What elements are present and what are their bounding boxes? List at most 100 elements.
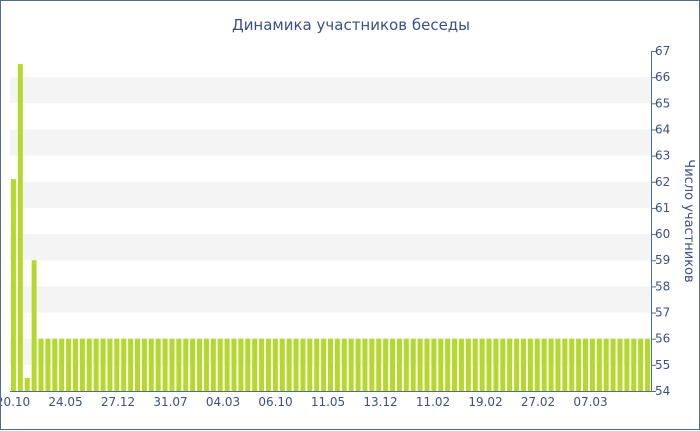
bar [438,338,444,391]
bar [190,338,196,391]
bar [328,338,333,391]
bar [465,338,471,391]
grid-band [10,286,651,313]
grid-bands [10,77,651,365]
bar [472,338,478,391]
bar [589,338,595,391]
grid-band [10,129,651,156]
y-tick-label: 62 [655,175,670,189]
x-tick-label: 31.07 [153,395,187,409]
bar [521,338,526,391]
bar [252,338,258,391]
x-tick-label: 27.02 [521,395,555,409]
bar [355,338,361,391]
bar [73,338,78,391]
bar [403,338,409,391]
bar [17,64,23,391]
bar [293,338,299,391]
bar [445,338,451,391]
bar [452,338,458,391]
bar [458,338,464,391]
y-tick-label: 65 [655,96,670,110]
bar [314,338,320,391]
y-axis-label: Число участников [681,159,696,282]
bar [155,338,161,391]
bar [596,338,602,391]
bar [603,338,609,391]
bar [300,338,306,391]
bar [162,338,168,391]
x-tick-label: 27.12 [101,395,135,409]
bar [59,338,65,391]
bar [645,338,651,391]
bar [638,338,644,391]
bar [86,338,92,391]
bar [410,338,416,391]
bar [507,338,513,391]
bar [231,338,237,391]
bar [369,338,375,391]
bar [169,338,175,391]
bar [348,338,354,391]
bar [493,338,499,391]
y-tick-label: 67 [655,44,670,58]
bar [548,338,554,391]
bar [527,338,533,391]
bar [238,338,244,391]
grid-band [10,234,651,261]
bar [224,338,230,391]
bar [100,338,106,391]
x-tick-label: 20.10 [1,395,30,409]
y-tick-label: 60 [655,227,670,241]
bar [38,338,44,391]
bars [10,64,651,391]
y-tick-label: 63 [655,149,670,163]
bar [390,338,396,391]
bar [631,338,637,391]
chart-title: Динамика участников беседы [232,16,470,34]
x-ticks: 20.10 24.05 27.12 31.07 04.03 06.10 11.05 13.12… [1,395,608,409]
y-tick-label: 55 [655,358,670,372]
bar [514,338,520,391]
bar [245,338,251,391]
bar [341,338,347,391]
bar [79,338,85,391]
bar [217,338,223,391]
x-tick-label: 04.03 [206,395,240,409]
bar [259,338,265,391]
bar [376,338,382,391]
grid-band [10,181,651,208]
bar [576,338,582,391]
bar [141,338,147,391]
bar [66,338,72,391]
bar [424,338,430,391]
x-tick-label: 19.02 [468,395,502,409]
bar [93,338,99,391]
y-tick-label: 57 [655,306,670,320]
x-tick-label: 06.10 [258,395,292,409]
bar [479,338,485,391]
x-tick-label: 07.03 [573,395,607,409]
y-ticks: 54 55 56 57 58 59 60 61 62 63 64 65 66 67 [651,44,670,398]
y-tick-label: 54 [655,384,670,398]
bar [500,338,506,391]
bar [128,338,134,391]
bar [265,338,271,391]
bar [555,338,561,391]
x-tick-label: 11.02 [416,395,450,409]
bar [24,377,30,391]
x-tick-label: 24.05 [48,395,82,409]
bar [417,338,423,391]
bar [334,338,340,391]
bar [431,338,437,391]
bar [624,338,630,391]
bar [272,338,278,391]
bar [197,338,203,391]
bar [148,338,154,391]
y-tick-label: 56 [655,332,670,346]
bar [45,338,51,391]
bar [617,338,623,391]
grid-band [10,77,651,104]
bar [610,338,616,391]
